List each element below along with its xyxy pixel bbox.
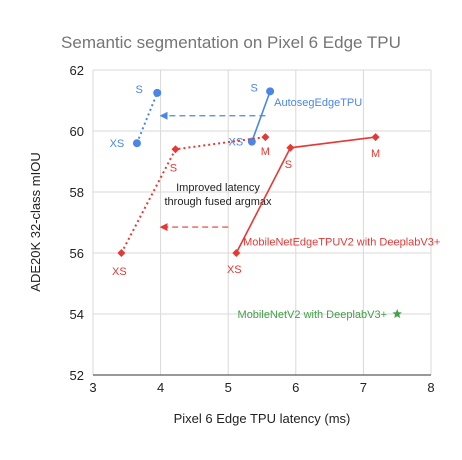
- point-label: XS: [227, 264, 242, 276]
- data-point: [392, 309, 402, 319]
- y-tick-label: 54: [70, 307, 84, 322]
- point-label: S: [285, 159, 292, 171]
- x-tick-label: 8: [427, 380, 434, 395]
- grid: [92, 69, 432, 376]
- data-point: [266, 87, 275, 96]
- y-tick-label: 58: [70, 185, 84, 200]
- annotation-line-1: Improved latency: [176, 182, 260, 194]
- data-point: [371, 133, 380, 142]
- series-1: XS S: [110, 84, 162, 150]
- series-3: XS S M: [112, 133, 270, 278]
- y-tick-label: 52: [70, 368, 84, 383]
- series-name-label: MobileNetEdgeTPUV2 with DeeplabV3+: [243, 236, 440, 248]
- annotation-line-2: through fused argmax: [164, 196, 272, 208]
- point-label: S: [250, 82, 257, 94]
- data-point: [171, 145, 180, 154]
- x-tick-label: 6: [292, 380, 299, 395]
- point-label: M: [371, 148, 380, 160]
- series-4: MobileNetV2 with DeeplabV3+: [238, 309, 402, 321]
- series-line: [251, 91, 271, 142]
- data-point: [261, 133, 270, 142]
- point-label: S: [170, 162, 177, 174]
- point-label: XS: [229, 137, 244, 149]
- x-axis-title: Pixel 6 Edge TPU latency (ms): [174, 411, 351, 426]
- series-layer: XS S AutosegEdgeTPU XS S XS S M MobileNetEdgeTPU…: [110, 82, 441, 321]
- data-point: [153, 88, 162, 97]
- point-label: XS: [112, 266, 127, 278]
- latency-arrows: [159, 111, 266, 232]
- x-tick-label: 5: [225, 380, 232, 395]
- y-axis-title: ADE20K 32-class mIOU: [28, 152, 43, 291]
- data-point: [132, 139, 141, 148]
- chart-title: Semantic segmentation on Pixel 6 Edge TP…: [61, 33, 401, 52]
- series-name-label: AutosegEdgeTPU: [274, 97, 362, 109]
- point-label: XS: [110, 138, 125, 150]
- point-label: M: [261, 146, 270, 158]
- point-label: S: [136, 84, 143, 96]
- y-tick-label: 60: [70, 124, 84, 139]
- data-point: [117, 249, 126, 257]
- data-point: [232, 249, 241, 257]
- x-tick-label: 4: [157, 380, 164, 395]
- x-tick-label: 7: [360, 380, 367, 395]
- series-line: [136, 92, 159, 144]
- series-2: XS S M MobileNetEdgeTPUV2 with DeeplabV3+: [227, 133, 440, 276]
- series-name-label: MobileNetV2 with DeeplabV3+: [238, 309, 388, 321]
- data-point: [286, 143, 295, 152]
- x-tick-label: 3: [89, 380, 96, 395]
- y-tick-label: 56: [70, 246, 84, 261]
- y-tick-label: 62: [70, 63, 84, 78]
